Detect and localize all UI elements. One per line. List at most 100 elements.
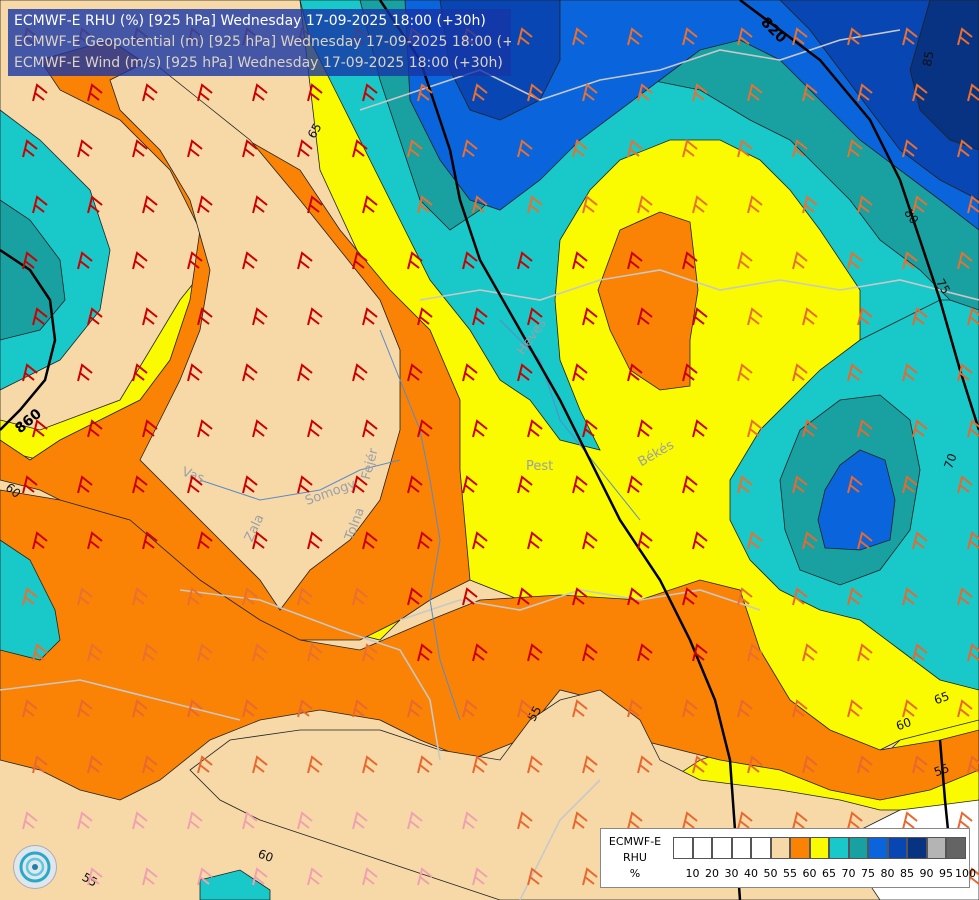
wind-barb	[692, 531, 708, 550]
wind-barb	[142, 83, 158, 102]
wind-barb	[197, 867, 213, 886]
map-title-box: ECMWF-E RHU (%) [925 hPa] Wednesday 17-0…	[8, 9, 511, 76]
wind-barb	[902, 251, 918, 270]
legend-swatch	[907, 837, 927, 859]
wind-barb	[902, 475, 918, 494]
wind-barb	[957, 811, 973, 830]
wind-barb	[417, 531, 433, 550]
wind-barb	[307, 419, 323, 438]
wind-barb	[802, 531, 818, 550]
legend-tick: 55	[783, 867, 797, 880]
wind-barb	[22, 363, 38, 382]
wind-barb	[857, 83, 873, 102]
wind-barb	[352, 587, 368, 606]
wind-barb	[527, 419, 543, 438]
wind-barb	[407, 699, 423, 718]
wind-barb	[957, 363, 973, 382]
wind-barb	[802, 83, 818, 102]
wind-barb	[902, 699, 918, 718]
wind-barb	[132, 475, 148, 494]
wind-barb	[857, 531, 873, 550]
legend-swatch	[829, 837, 849, 859]
wind-barb	[197, 643, 213, 662]
wind-barb	[307, 83, 323, 102]
wind-barb	[87, 307, 103, 326]
wind-barb	[737, 587, 753, 606]
wind-barb	[637, 83, 653, 102]
wind-barb	[32, 643, 48, 662]
color-legend: ECMWF-E RHU % 10 20 30 40 50 55 60 65 70 75 80 85 90…	[600, 828, 977, 888]
wind-barb	[472, 83, 488, 102]
wind-barb	[912, 83, 928, 102]
wind-barb	[857, 195, 873, 214]
wind-barb	[362, 755, 378, 774]
wind-barb	[637, 643, 653, 662]
legend-ticks: 10 20 30 40 50 55 60 65 70 75 80 85 90 95 100	[673, 867, 977, 881]
wind-barb	[87, 419, 103, 438]
legend-swatch	[673, 837, 693, 859]
wind-barb	[747, 643, 763, 662]
wind-barb	[77, 811, 93, 830]
wind-barb	[472, 419, 488, 438]
legend-tick: 40	[744, 867, 758, 880]
wind-barb	[847, 587, 863, 606]
wind-barb	[32, 195, 48, 214]
wind-barb	[572, 475, 588, 494]
wind-barb	[407, 363, 423, 382]
wind-barb	[582, 419, 598, 438]
wind-barb	[582, 755, 598, 774]
wind-barb	[87, 755, 103, 774]
wind-barb	[242, 587, 258, 606]
wind-barb	[87, 867, 103, 886]
wind-barb	[252, 755, 268, 774]
rhu-60-south-band	[0, 489, 979, 801]
wind-barb	[472, 643, 488, 662]
rhu-label-60-c: 60	[256, 847, 275, 865]
wind-barb	[32, 755, 48, 774]
wind-barb	[362, 531, 378, 550]
wind-barb	[252, 195, 268, 214]
wind-barb	[187, 251, 203, 270]
wind-barb	[132, 587, 148, 606]
wind-barb	[792, 139, 808, 158]
wind-barb	[847, 251, 863, 270]
wind-barb	[692, 755, 708, 774]
wind-barb	[32, 531, 48, 550]
wind-barb	[682, 699, 698, 718]
wind-barb	[22, 139, 38, 158]
wind-barb	[187, 363, 203, 382]
wind-barb	[682, 363, 698, 382]
legend-tick: 50	[763, 867, 778, 880]
legend-swatch	[809, 837, 829, 859]
place-vas: Vas	[180, 465, 207, 487]
legend-tick: 95	[939, 867, 953, 880]
rhu-label-55-b: 55	[932, 761, 951, 779]
wind-barb	[252, 643, 268, 662]
wind-barb	[307, 195, 323, 214]
rhu-60-east-blob	[597, 211, 699, 391]
wind-barb	[582, 643, 598, 662]
wind-barb	[847, 139, 863, 158]
wind-barb	[517, 587, 533, 606]
wind-barb	[362, 643, 378, 662]
wind-barb	[242, 363, 258, 382]
wind-barb	[87, 195, 103, 214]
wind-barb	[132, 699, 148, 718]
wind-barb	[352, 251, 368, 270]
wind-barb	[902, 139, 918, 158]
wind-barb	[847, 699, 863, 718]
wind-barb	[912, 419, 928, 438]
wind-barb	[692, 83, 708, 102]
wind-barb	[847, 811, 863, 830]
wind-barb	[352, 363, 368, 382]
wind-barb	[517, 475, 533, 494]
wind-barb	[527, 307, 543, 326]
legend-tick: 80	[880, 867, 895, 880]
wind-barb	[242, 475, 258, 494]
wind-barb	[527, 755, 543, 774]
wind-barb	[792, 811, 808, 830]
rhu-label-75: 75	[933, 276, 953, 296]
wind-barb	[132, 139, 148, 158]
legend-swatches	[673, 837, 966, 859]
wind-barb	[407, 139, 423, 158]
